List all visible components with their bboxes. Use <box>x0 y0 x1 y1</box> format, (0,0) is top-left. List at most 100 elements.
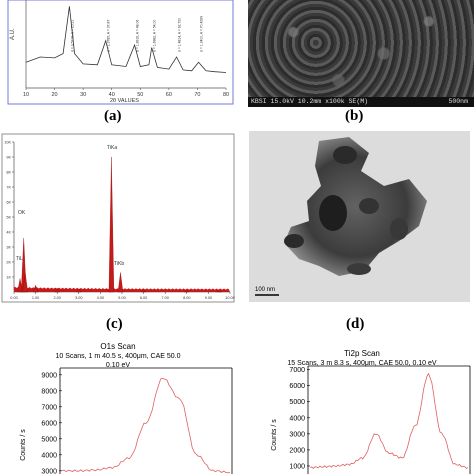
xrd-x-tick-label: 80 <box>223 92 229 98</box>
eds-y-tick-label: 1K <box>6 276 11 280</box>
o1s-y-tick-label: 8000 <box>41 388 57 395</box>
xrd-peak-annotation: d = 2.3785, A = 37.87 <box>107 20 111 52</box>
ti2p-y-tick-label: 3000 <box>289 431 305 438</box>
tem-particle <box>319 195 347 231</box>
eds-y-tick-label: 7K <box>6 186 11 190</box>
ti2p-y-tick-label: 6000 <box>289 383 305 390</box>
xrd-x-tick-label: 50 <box>137 92 143 98</box>
eds-x-tick-label: 2.00 <box>54 296 61 300</box>
panel-label-d: (d) <box>346 316 365 332</box>
ti2p-y-tick-label: 5000 <box>289 399 305 406</box>
xrd-y-label: A.U. <box>10 28 16 40</box>
xrd-peak-annotation: d = 1.3400, A = 70.4269 <box>200 16 204 52</box>
eds-peak <box>75 288 82 293</box>
eds-y-ticks: 10K 9K 8K 7K 6K 5K 4K 3K 2K 1K <box>4 141 14 280</box>
eds-frame <box>1 133 235 303</box>
tem-particle-cluster <box>284 137 427 276</box>
xrd-peak-annotation: d = 1.8916, A = 48.06 <box>136 20 140 52</box>
xrd-x-tick-label: 30 <box>80 92 86 98</box>
xrd-x-tick-label: 10 <box>23 92 29 98</box>
o1s-y-tick-label: 7000 <box>41 404 57 411</box>
eds-peak <box>117 272 124 293</box>
o1s-subtitle: 10 Scans, 1 m 40.5 s, 400μm, CAE 50.0 <box>55 353 180 360</box>
eds-peak <box>216 290 222 293</box>
eds-y-tick-label: 2K <box>6 261 11 265</box>
xrd-x-tick-label: 70 <box>194 92 200 98</box>
eds-peak-label-tika: TiKa <box>107 145 117 151</box>
o1s-subtitle-2: 0.10 eV <box>106 362 130 369</box>
xrd-x-ticks: 10 20 30 40 50 60 70 80 <box>23 88 229 98</box>
xrd-x-label: 2θ VALUES <box>110 98 139 104</box>
eds-x-tick-label: 7.00 <box>162 296 169 300</box>
eds-x-tick-label: 6.00 <box>140 296 147 300</box>
ti2p-chart: Ti2p Scan 15 Scans, 3 m 8.3 s, 400μm, CA… <box>271 349 471 474</box>
o1s-chart: O1s Scan 10 Scans, 1 m 40.5 s, 400μm, CA… <box>20 342 233 474</box>
xrd-peak-annotations: d = 3.5216, A = 25.21 d = 2.3785, A = 37.… <box>70 16 203 52</box>
panel-label-c: (c) <box>106 316 123 332</box>
eds-x-tick-label: 10.00 <box>225 296 235 300</box>
eds-peak <box>32 284 39 293</box>
eds-x-tick-label: 8.00 <box>183 296 190 300</box>
o1s-y-ticks: 9000 8000 7000 6000 5000 4000 3000 <box>41 372 62 474</box>
eds-peak <box>54 287 60 293</box>
tem-particle <box>390 218 408 240</box>
tem-particle <box>359 198 379 214</box>
tem-particle <box>333 146 357 164</box>
eds-chart: 10K 9K 8K 7K 6K 5K 4K 3K 2K 1K 0.00 1.00 2.00 3.00 4.… <box>1 133 235 303</box>
o1s-series-line <box>61 377 231 474</box>
xrd-peak-annotation: d = 1.6982, A = 54.00 <box>153 20 157 52</box>
xrd-x-tick-label: 20 <box>52 92 58 98</box>
ti2p-series-line <box>309 372 469 469</box>
xrd-x-tick-label: 60 <box>166 92 172 98</box>
xrd-plot-frame <box>7 0 234 105</box>
eds-x-tick-label: 0.00 <box>10 296 17 300</box>
eds-x-tick-label: 9.00 <box>205 296 212 300</box>
ti2p-y-tick-label: 7000 <box>289 367 305 374</box>
eds-y-tick-label: 9K <box>6 156 11 160</box>
xrd-peak-annotation: d = 1.4814, A = 62.720 <box>178 18 182 52</box>
eds-x-tick-label: 3.00 <box>75 296 82 300</box>
eds-x-tick-label: 1.00 <box>32 296 39 300</box>
sem-info-bar: KBSI 15.0kV 10.2mm x100k SE(M) 500nm <box>248 97 474 107</box>
eds-y-tick-label: 10K <box>4 141 11 145</box>
ti2p-y-tick-label: 2000 <box>289 447 305 454</box>
eds-y-tick-label: 6K <box>6 201 11 205</box>
eds-x-tick-label: 5.00 <box>118 296 125 300</box>
eds-y-tick-label: 8K <box>6 171 11 175</box>
ti2p-y-tick-label: 4000 <box>289 415 305 422</box>
ti2p-y-tick-label: 1000 <box>289 463 305 470</box>
panel-label-a: (a) <box>104 108 122 124</box>
ti2p-subtitle: 15 Scans, 3 m 8.3 s, 400μm, CAE 50.0, 0.… <box>287 360 437 367</box>
eds-peak-label-til: TiL <box>16 256 23 262</box>
o1s-y-tick-label: 5000 <box>41 436 57 443</box>
panel-label-b: (b) <box>345 108 364 124</box>
sem-image: KBSI 15.0kV 10.2mm x100k SE(M) 500nm <box>248 0 474 107</box>
o1s-y-label: Counts / s <box>20 429 27 461</box>
tem-particles: 100 nm <box>255 137 427 296</box>
o1s-title: O1s Scan <box>100 342 135 351</box>
ti2p-title: Ti2p Scan <box>344 349 380 358</box>
xrd-chart: A.U. 10 20 30 40 50 60 70 80 d = 3.5216, A = 25… <box>7 0 234 105</box>
o1s-y-tick-label: 9000 <box>41 372 57 379</box>
eds-peak-label-ok: OK <box>18 210 26 216</box>
eds-y-tick-label: 4K <box>6 231 11 235</box>
eds-peak <box>22 272 28 293</box>
eds-x-ticks: 0.00 1.00 2.00 3.00 4.00 5.00 6.00 7.00 8.00 9.00… <box>10 292 235 300</box>
o1s-y-tick-label: 3000 <box>41 468 57 474</box>
o1s-y-tick-label: 6000 <box>41 420 57 427</box>
xrd-peak-annotation: d = 3.5216, A = 25.21 <box>70 20 74 52</box>
eds-peak <box>108 156 115 293</box>
sem-caption: KBSI 15.0kV 10.2mm x100k SE(M) <box>251 98 369 105</box>
eds-spectrum <box>14 156 230 293</box>
sem-scale-label: 500nm <box>448 98 468 105</box>
eds-peak <box>183 290 190 293</box>
eds-y-tick-label: 3K <box>6 246 11 250</box>
tem-particle <box>284 234 304 248</box>
tem-image: 100 nm <box>249 131 470 302</box>
o1s-y-tick-label: 4000 <box>41 452 57 459</box>
xrd-series-line <box>25 6 227 73</box>
ti2p-y-label: Counts / s <box>271 419 278 451</box>
tem-particle <box>347 263 371 275</box>
eds-peak <box>140 289 147 293</box>
eds-peak-label-tikb: TiKb <box>114 261 124 267</box>
